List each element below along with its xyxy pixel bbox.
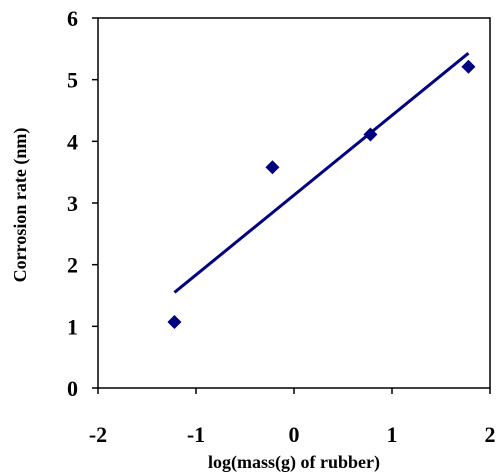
y-tick-label: 6	[67, 6, 78, 31]
x-tick-label: -2	[89, 422, 107, 447]
points-layer	[167, 59, 476, 330]
data-point	[167, 315, 182, 330]
data-point	[363, 127, 378, 142]
y-tick-label: 2	[67, 253, 78, 278]
y-tick-label: 0	[67, 376, 78, 401]
y-tick-label: 1	[67, 314, 78, 339]
y-tick-label: 4	[67, 129, 78, 154]
trendline	[173, 51, 470, 294]
ticks-layer: -2 -1 0 1 2 0 1 2 3 4 5 6	[67, 6, 496, 447]
y-axis-title: Corrosion rate (nm)	[10, 128, 31, 283]
x-tick-label: -1	[187, 422, 205, 447]
x-tick-label: 1	[387, 422, 398, 447]
trendline-layer	[173, 51, 470, 294]
x-axis-title: log(mass(g) of rubber)	[208, 452, 380, 473]
x-tick-label: 0	[289, 422, 300, 447]
y-tick-label: 5	[67, 68, 78, 93]
x-tick-label: 2	[485, 422, 496, 447]
plot-area	[97, 17, 491, 389]
data-point	[265, 160, 280, 175]
y-tick-label: 3	[67, 191, 78, 216]
data-point	[461, 59, 476, 74]
